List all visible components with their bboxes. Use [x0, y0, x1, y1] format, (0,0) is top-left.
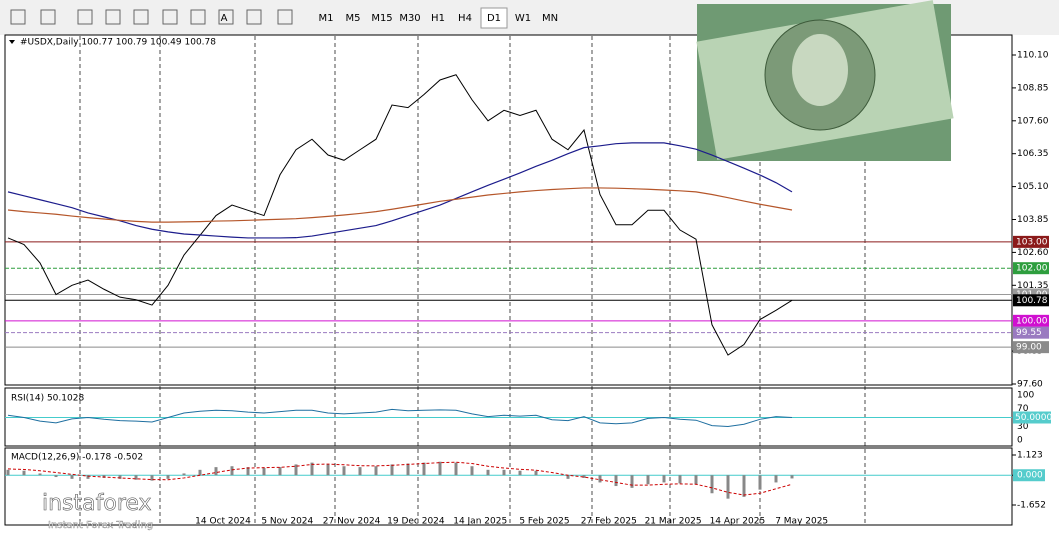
rsi-tick-label: 70 [1017, 404, 1029, 414]
x-tick-label: 7 May 2025 [775, 517, 828, 527]
button-label[interactable]: MN [542, 13, 558, 24]
button-label[interactable]: M15 [371, 13, 392, 24]
tool-icon [190, 9, 206, 25]
rsi-level-label: 50.0000 [1015, 413, 1052, 423]
button-active [480, 7, 508, 29]
button-label[interactable]: A [221, 13, 228, 24]
level-label: 100.78 [1016, 296, 1048, 306]
level-label: 102.00 [1016, 264, 1048, 274]
x-tick-label: 19 Dec 2024 [387, 517, 445, 527]
level-label: 103.00 [1016, 237, 1048, 247]
level-tag [1013, 294, 1049, 307]
tool-icon [277, 9, 293, 25]
level-label: 99.55 [1016, 328, 1042, 338]
toolbar-button[interactable]: W1 [515, 13, 531, 24]
y-tick-label: 108.85 [1017, 83, 1049, 93]
rsi-level-tag [1013, 411, 1051, 424]
x-tick-label: 5 Feb 2025 [519, 517, 569, 527]
macd-zero-tag [1013, 469, 1045, 482]
level-label: 100.00 [1016, 316, 1048, 326]
series-line [7, 74, 793, 356]
tool-icon [77, 9, 93, 25]
toolbar-button[interactable]: M30 [399, 13, 420, 24]
button-label[interactable]: H4 [458, 13, 472, 24]
macd-tick-label: 1.123 [1017, 451, 1043, 461]
y-tick-label: 110.10 [1017, 51, 1049, 61]
button-label[interactable]: M30 [399, 13, 420, 24]
y-tick-label: 106.35 [1017, 149, 1049, 159]
x-tick-label: 14 Apr 2025 [710, 517, 766, 527]
button-label[interactable]: M1 [319, 13, 334, 24]
x-tick-label: 27 Feb 2025 [581, 517, 637, 527]
rsi-tick-label: 100 [1017, 391, 1034, 401]
y-tick-label: 101.35 [1017, 281, 1049, 291]
rsi-tick-label: 0 [1017, 436, 1023, 446]
chart-title: #USDX,Daily 100.77 100.79 100.49 100.78 [20, 38, 216, 48]
vertical-grid [79, 36, 866, 524]
tool-icon [246, 9, 262, 25]
symbol-arrow [9, 40, 15, 44]
tool-icon [40, 9, 56, 25]
tool-icon [218, 9, 234, 25]
toolbar-button[interactable]: M15 [371, 13, 392, 24]
logo-tagline: Instant Forex Trading [48, 520, 153, 531]
button-label[interactable]: D1 [487, 13, 501, 24]
toolbar-button[interactable]: H1 [431, 13, 445, 24]
toolbar-button[interactable]: M5 [346, 13, 361, 24]
y-tick-label: 97.60 [1017, 380, 1043, 390]
series-line [7, 187, 793, 223]
tool-icon [133, 9, 149, 25]
toolbar: A M1 M5 M15 M30 H1 H4 D1 W1 MN [10, 7, 558, 29]
x-tick-label: 21 Mar 2025 [645, 517, 702, 527]
button-label[interactable]: W1 [515, 13, 531, 24]
rsi-line [7, 408, 793, 428]
level-tag [1013, 235, 1049, 248]
series-line [7, 142, 793, 239]
toolbar-button[interactable]: A [221, 13, 228, 24]
x-tick-label: 5 Nov 2024 [261, 517, 313, 527]
y-tick-label: 103.85 [1017, 215, 1049, 225]
y-tick-label: 105.10 [1017, 182, 1049, 192]
level-label: 99.00 [1016, 343, 1042, 353]
y-tick-label: 102.60 [1017, 248, 1049, 258]
rsi-title: RSI(14) 50.1028 [11, 394, 84, 404]
toolbar-button[interactable]: H4 [458, 13, 472, 24]
logo-brand: instaforex [42, 491, 152, 516]
macd-tick-label: 0.000 [1017, 471, 1043, 481]
macd-tick-label: -1.652 [1017, 501, 1046, 511]
x-tick-label: 14 Jan 2025 [453, 517, 507, 527]
x-tick-label: 27 Nov 2024 [323, 517, 381, 527]
y-tick-label: 107.60 [1017, 116, 1049, 126]
button-label[interactable]: H1 [431, 13, 445, 24]
toolbar-button[interactable]: M1 [319, 13, 334, 24]
level-tag [1013, 314, 1049, 327]
macd-signal [7, 461, 793, 496]
dollar-image [696, 0, 954, 161]
logo-mark [9, 493, 39, 523]
macd-panel [4, 447, 1013, 526]
tool-icon [10, 9, 26, 25]
level-tag [1013, 262, 1049, 275]
x-tick-label: 14 Oct 2024 [195, 517, 251, 527]
face [792, 34, 848, 106]
level-tag [1013, 326, 1049, 339]
tool-icon [162, 9, 178, 25]
button-label[interactable]: M5 [346, 13, 361, 24]
toolbar-button[interactable]: MN [542, 13, 558, 24]
level-tag [1013, 341, 1049, 354]
macd-title: MACD(12,26,9) -0.178 -0.502 [11, 453, 143, 463]
tool-icon [105, 9, 121, 25]
logo: instaforex Instant Forex Trading [9, 491, 153, 531]
rsi-tick-label: 30 [1017, 422, 1029, 432]
toolbar-button[interactable]: D1 [480, 7, 508, 29]
